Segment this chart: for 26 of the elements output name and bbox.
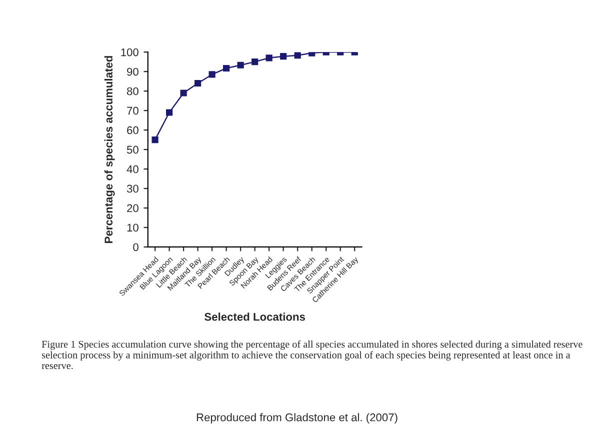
point [194,80,202,87]
point [280,53,287,60]
point [180,90,187,96]
point [208,71,216,78]
point [223,64,230,72]
point [252,58,258,66]
y-tick-label: 30 [126,184,138,193]
y-tick-label: 20 [127,204,138,212]
y-tick-label: 70 [127,106,138,115]
x-axis-title: Selected Locations [204,312,306,321]
y-axis-title: Percentage of species accumulated [104,56,115,243]
y-tick-label: 60 [127,126,138,134]
y-tick-label: 10 [127,224,138,232]
point [166,109,173,116]
point [152,136,158,144]
point [237,62,244,68]
y-tick-label: 40 [126,165,138,174]
point [266,54,272,62]
caption: Figure 1 Species accumulation curve showing the percentage of all species accumulated in shores selected during a simulated reserve selection process by a minimum-set algorithm to achieve the conservation goal of each species being represented at least once in a reserve. [42,340,582,370]
point [294,52,301,59]
text: Reproduced from Gladstone et al. (2007) [196,413,398,424]
y-tick-label: 100 [121,48,138,56]
y-tick-label: 90 [127,68,138,76]
y-tick-label: 0 [133,243,138,252]
y-tick-label: 80 [127,87,138,96]
y-tick-label: 50 [126,146,138,154]
